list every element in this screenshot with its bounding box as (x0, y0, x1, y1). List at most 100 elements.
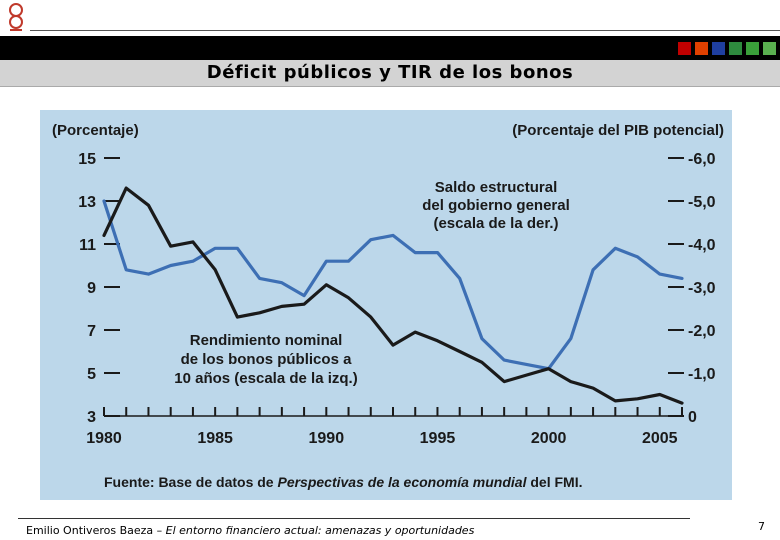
x-tick-label: 2005 (642, 430, 678, 447)
data-point-bond-yield (637, 398, 638, 400)
data-point-bond-yield (592, 387, 594, 389)
data-point-structural-balance (348, 260, 349, 262)
annotation-bond-yield: Rendimiento nominal (190, 332, 343, 349)
data-point-bond-yield (192, 241, 194, 243)
data-point-structural-balance (170, 265, 172, 266)
title-band (0, 60, 780, 87)
left-tick-label: 11 (79, 237, 96, 254)
data-point-structural-balance (570, 338, 572, 340)
chart-source-suffix: del FMI. (526, 474, 582, 490)
data-point-structural-balance (637, 256, 638, 258)
x-tick-label: 1990 (309, 430, 345, 447)
x-tick-label: 1995 (420, 430, 456, 447)
data-point-bond-yield (392, 344, 394, 346)
footer-rule (18, 518, 690, 519)
data-point-structural-balance (103, 200, 105, 202)
right-tick-label: -3,0 (688, 280, 716, 297)
accent-square-green-3 (763, 42, 776, 55)
header-rule (30, 30, 780, 31)
footer: Emilio Ontiveros Baeza – El entorno fina… (26, 524, 474, 537)
right-tick-label: 0 (688, 409, 697, 426)
data-point-bond-yield (548, 368, 550, 370)
right-tick-label: -6,0 (688, 151, 716, 168)
header-bar (0, 36, 780, 60)
data-point-bond-yield (681, 402, 683, 404)
x-tick-label: 1985 (197, 430, 233, 447)
data-point-structural-balance (214, 247, 216, 249)
x-tick-label: 1980 (86, 430, 122, 447)
left-tick-label: 15 (78, 151, 96, 168)
data-point-structural-balance (236, 247, 238, 249)
chart-background (40, 110, 732, 500)
data-point-bond-yield (103, 234, 105, 236)
page-number: 7 (758, 520, 765, 533)
data-point-bond-yield (348, 297, 349, 299)
page-title: Déficit públicos y TIR de los bonos (206, 62, 574, 83)
data-point-structural-balance (503, 359, 505, 361)
chart-source-prefix: Fuente: Base de datos de (104, 474, 277, 490)
data-point-bond-yield (125, 187, 127, 189)
x-tick-label: 2000 (531, 430, 567, 447)
data-point-bond-yield (259, 312, 261, 314)
right-tick-label: -4,0 (688, 237, 716, 254)
data-point-bond-yield (303, 303, 305, 305)
data-point-structural-balance (281, 282, 283, 284)
data-point-bond-yield (325, 284, 327, 286)
data-point-structural-balance (414, 252, 416, 254)
annotation-bond-yield: de los bonos públicos a (181, 351, 353, 368)
data-point-bond-yield (437, 340, 438, 342)
accent-square-green (729, 42, 742, 55)
annotation-bond-yield: 10 años (escala de la izq.) (174, 370, 357, 387)
left-tick-label: 5 (87, 366, 96, 383)
footer-author: Emilio Ontiveros Baeza – (26, 524, 166, 537)
data-point-bond-yield (414, 331, 416, 333)
left-tick-label: 3 (87, 409, 96, 426)
data-point-structural-balance (325, 260, 327, 262)
chart-source: Fuente: Base de datos de Perspectivas de… (104, 474, 582, 490)
data-point-bond-yield (370, 316, 372, 318)
data-point-structural-balance (192, 260, 194, 262)
data-point-structural-balance (681, 277, 683, 279)
left-tick-label: 9 (87, 280, 96, 297)
data-point-bond-yield (503, 381, 505, 383)
data-point-structural-balance (525, 363, 527, 365)
data-point-structural-balance (370, 239, 372, 241)
accent-square-blue (712, 42, 725, 55)
accent-square-orange (695, 42, 708, 55)
annotation-structural-balance: del gobierno general (422, 197, 570, 214)
data-point-bond-yield (170, 245, 172, 247)
accent-square-green-2 (746, 42, 759, 55)
data-point-bond-yield (281, 305, 283, 307)
data-point-bond-yield (459, 351, 461, 352)
data-point-structural-balance (614, 247, 616, 249)
knot-logo-icon (9, 3, 23, 31)
data-point-structural-balance (437, 252, 438, 254)
chart: (Porcentaje) (Porcentaje del PIB potencia… (52, 122, 724, 490)
data-point-structural-balance (459, 277, 461, 279)
data-point-structural-balance (392, 234, 394, 236)
right-tick-label: -1,0 (688, 366, 716, 383)
footer-work-title: El entorno financiero actual: amenazas y… (165, 524, 475, 537)
data-point-bond-yield (148, 204, 149, 206)
left-tick-label: 7 (87, 323, 96, 340)
data-point-structural-balance (592, 269, 594, 271)
annotation-structural-balance: (escala de la der.) (433, 215, 558, 232)
data-point-bond-yield (659, 394, 661, 395)
data-point-structural-balance (481, 338, 483, 340)
right-tick-label: -5,0 (688, 194, 716, 211)
data-point-structural-balance (259, 277, 261, 279)
data-point-bond-yield (525, 374, 527, 376)
data-point-bond-yield (614, 400, 616, 402)
data-point-bond-yield (481, 361, 483, 363)
annotation-structural-balance: Saldo estructural (435, 179, 558, 196)
data-point-structural-balance (659, 273, 661, 275)
left-tick-label: 13 (78, 194, 96, 211)
left-axis-label: (Porcentaje) (52, 122, 139, 139)
data-point-structural-balance (148, 273, 149, 275)
data-point-bond-yield (214, 269, 216, 271)
right-axis-label: (Porcentaje del PIB potencial) (512, 122, 724, 139)
right-tick-label: -2,0 (688, 323, 716, 340)
data-point-structural-balance (125, 269, 127, 271)
data-point-bond-yield (236, 316, 238, 318)
data-point-structural-balance (303, 295, 305, 297)
